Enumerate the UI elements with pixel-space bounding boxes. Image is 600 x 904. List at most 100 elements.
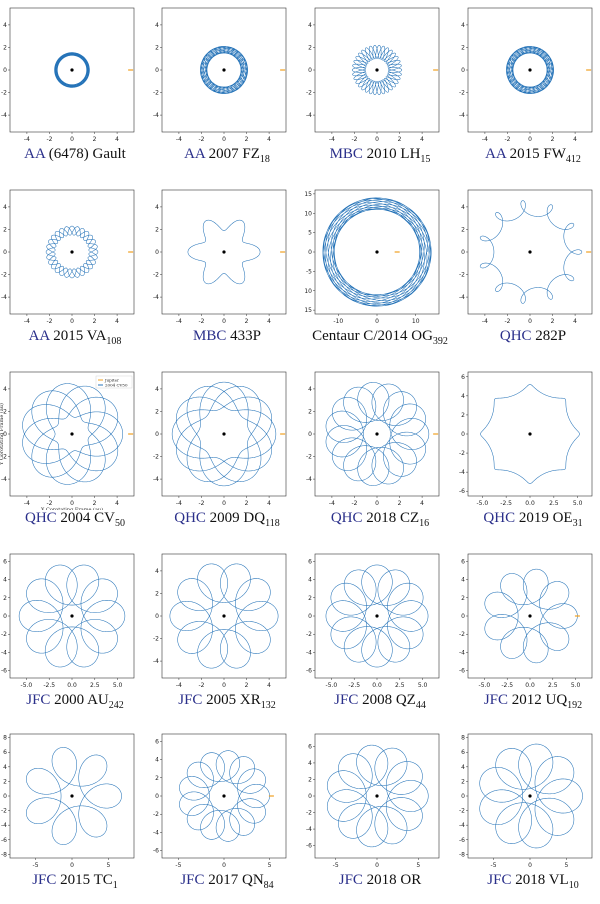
y-tick-label: -4 [1, 822, 7, 829]
orbit-trajectory [325, 382, 430, 486]
panel-caption: Centaur C/2014 OG392 [305, 328, 455, 347]
x-tick-label: 2 [551, 136, 555, 143]
x-tick-label: -4 [24, 318, 30, 325]
sun-marker [528, 432, 532, 436]
x-tick-label: 0 [375, 318, 379, 325]
orbit-plot: -6 -4 -2 0 2 4 6 -5.0 -2.5 0.0 2.5 5.0 [459, 371, 593, 507]
y-tick-label: -4 [459, 469, 465, 476]
orbit-panel: -6 -4 -2 0 2 4 6 -5.0 -2.5 0.0 2.5 5.0 JFC 2008 QZ44 [305, 546, 455, 724]
orbit-panel: -8 -6 -4 -2 0 2 4 6 8 -5 0 5 JFC 2015 TC1 [0, 726, 150, 904]
x-tick-label: 0.0 [67, 682, 77, 689]
y-tick-label: 0 [155, 249, 159, 256]
object-class: JFC [483, 692, 508, 708]
x-tick-label: 0 [528, 318, 532, 325]
sun-marker [375, 794, 379, 798]
sun-marker [70, 250, 74, 254]
orbit-plot: -4 -2 0 2 4 -4 -2 0 2 4 [153, 189, 287, 325]
y-tick-label: 2 [3, 226, 7, 233]
object-designation: 2009 DQ [205, 510, 266, 526]
panel-caption: MBC 2010 LH15 [305, 146, 455, 165]
y-tick-label: -15 [305, 307, 312, 314]
y-tick-label: 4 [461, 577, 465, 584]
sun-marker [70, 432, 74, 436]
y-tick-label: 2 [3, 778, 7, 785]
y-tick-label: 0 [155, 67, 159, 74]
x-tick-label: 0 [528, 862, 532, 869]
y-tick-label: 0 [3, 249, 7, 256]
y-tick-label: -8 [1, 851, 7, 858]
object-designation: 2007 FZ [204, 146, 260, 162]
object-class: JFC [334, 692, 359, 708]
object-class: JFC [338, 872, 363, 888]
y-tick-label: 2 [461, 44, 465, 51]
y-tick-label: 4 [308, 22, 312, 29]
y-tick-label: 2 [155, 226, 159, 233]
object-designation: 433P [226, 328, 261, 344]
y-axis-label: Y Corotating Frame (au) [0, 403, 5, 466]
sun-marker [70, 614, 74, 618]
x-tick-label: 2.5 [90, 682, 100, 689]
x-tick-label: 4 [267, 500, 271, 507]
y-tick-label: 10 [305, 210, 312, 217]
panel-caption: AA 2007 FZ18 [152, 146, 302, 165]
y-tick-label: -4 [153, 294, 159, 301]
object-designation: 2019 OE [515, 510, 573, 526]
orbit-plot: -4 -2 0 2 4 -4 -2 0 2 4 [459, 189, 593, 325]
y-tick-label: 8 [461, 735, 465, 742]
orbit-trajectory [479, 200, 583, 304]
object-class: JFC [180, 872, 205, 888]
orbit-plot: -4 -2 0 2 4 -4 -2 0 2 4 [459, 7, 593, 143]
y-tick-label: -2 [153, 636, 159, 643]
legend-label: Jupiter [104, 378, 119, 383]
x-tick-label: -4 [329, 500, 335, 507]
x-tick-label: 4 [420, 500, 424, 507]
sun-marker [375, 250, 379, 254]
y-tick-label: 4 [155, 22, 159, 29]
x-tick-label: 0.0 [525, 500, 535, 507]
x-tick-label: -2 [351, 500, 357, 507]
x-tick-label: 0 [222, 136, 226, 143]
object-class: QHC [24, 510, 57, 526]
designation-subscript: 392 [432, 336, 448, 347]
orbit-plot: -6 -4 -2 0 2 4 6 -5.0 -2.5 0.0 2.5 5.0 [306, 553, 440, 689]
y-tick-label: 0 [3, 67, 7, 74]
y-tick-label: 6 [3, 749, 7, 756]
y-tick-label: 0 [461, 793, 465, 800]
x-tick-label: -2 [198, 682, 204, 689]
orbit-plot: -4 -2 0 2 4 -4 -2 0 2 4 [153, 7, 287, 143]
designation-subscript: 192 [567, 700, 583, 711]
orbit-panel: -4 -2 0 2 4 -4 -2 0 2 4 QHC 2009 DQ118 [152, 364, 302, 542]
designation-subscript: 242 [108, 700, 124, 711]
designation-subscript: 44 [415, 700, 426, 711]
orbit-trajectory [479, 743, 583, 849]
object-designation: 2018 VL [511, 872, 569, 888]
object-class: AA [184, 146, 205, 162]
x-tick-label: 4 [115, 136, 119, 143]
designation-subscript: 108 [106, 336, 122, 347]
y-tick-label: 2 [461, 595, 465, 602]
orbit-trajectory [18, 564, 126, 668]
y-tick-label: -6 [306, 668, 312, 675]
panel-caption: JFC 2008 QZ44 [305, 692, 455, 711]
designation-subscript: 50 [115, 518, 125, 529]
y-tick-label: 4 [461, 393, 465, 400]
orbit-trajectory [200, 46, 248, 94]
sun-marker [528, 250, 532, 254]
y-tick-label: 0 [3, 431, 7, 438]
x-tick-label: 5 [565, 862, 569, 869]
sun-marker [528, 614, 532, 618]
y-tick-label: -4 [306, 649, 312, 656]
orbit-panel: -6 -4 -2 0 2 4 6 -5 0 5 JFC 2017 QN84 [152, 726, 302, 904]
y-tick-label: 0 [308, 613, 312, 620]
panel-caption: QHC 2018 CZ16 [305, 510, 455, 529]
y-tick-label: -4 [459, 294, 465, 301]
x-tick-label: 2 [551, 318, 555, 325]
y-tick-label: 4 [3, 764, 7, 771]
x-tick-label: -4 [329, 136, 335, 143]
object-class: JFC [32, 872, 57, 888]
y-tick-label: 0 [308, 793, 312, 800]
x-tick-label: 2.5 [395, 682, 405, 689]
x-tick-label: 5.0 [571, 682, 581, 689]
panel-caption: QHC 282P [458, 328, 600, 345]
x-axis-label: X Corotating Frame (au) [41, 506, 103, 510]
